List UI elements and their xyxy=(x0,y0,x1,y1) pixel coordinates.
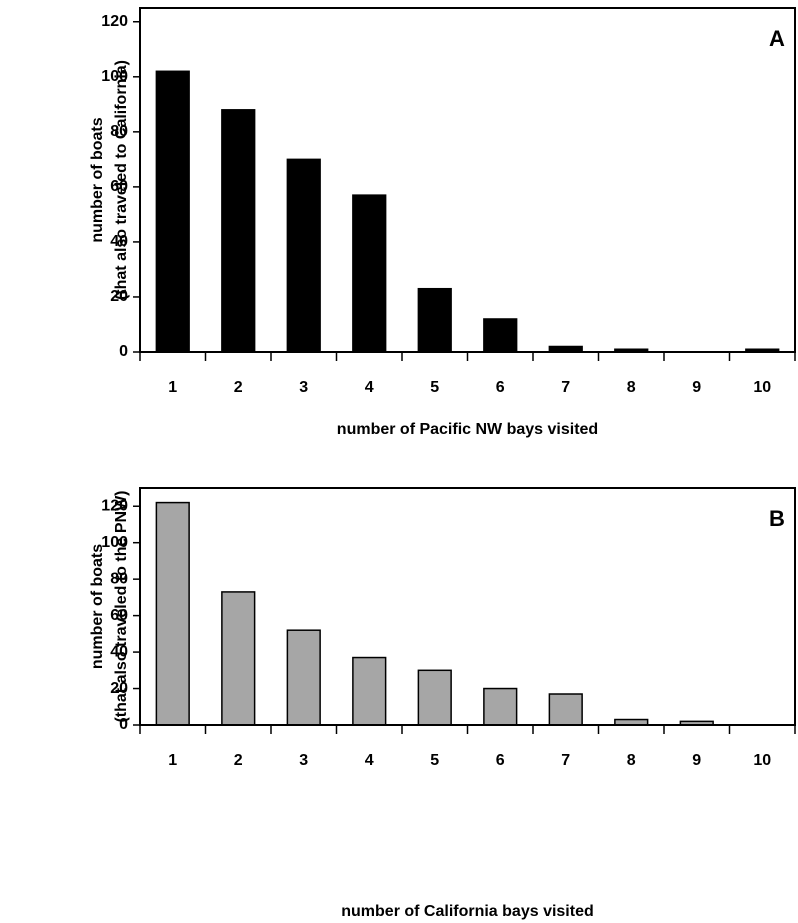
bar xyxy=(155,501,190,726)
x-tick-label: 2 xyxy=(234,379,243,396)
x-tick-label: 10 xyxy=(753,752,771,769)
y-axis-label: (that also traveled to the PNW) xyxy=(113,490,130,722)
y-tick-label: 100 xyxy=(101,68,128,85)
y-tick-label: 120 xyxy=(101,13,128,30)
x-tick-label: 5 xyxy=(430,752,439,769)
x-tick-label: 2 xyxy=(234,752,243,769)
x-tick-label: 3 xyxy=(299,752,308,769)
y-tick-label: 20 xyxy=(110,288,128,305)
bar xyxy=(155,70,190,353)
x-axis-label: number of Pacific NW bays visited xyxy=(337,421,598,438)
x-tick-label: 7 xyxy=(561,379,570,396)
plot-frame xyxy=(139,7,796,353)
bar xyxy=(417,669,452,726)
y-axis-label: (that also traveled to California) xyxy=(113,60,130,300)
y-tick-label: 0 xyxy=(119,716,128,733)
y-tick-label: 60 xyxy=(110,607,128,624)
x-tick-label: 7 xyxy=(561,752,570,769)
bar xyxy=(417,287,452,353)
y-tick-label: 100 xyxy=(101,534,128,551)
x-tick-label: 4 xyxy=(365,379,374,396)
y-tick-label: 120 xyxy=(101,497,128,514)
x-tick-label: 6 xyxy=(496,752,505,769)
bar xyxy=(286,629,321,726)
x-tick-label: 9 xyxy=(692,379,701,396)
panel-annotation: A xyxy=(769,26,785,51)
x-tick-label: 4 xyxy=(365,752,374,769)
x-tick-label: 1 xyxy=(168,752,177,769)
y-tick-label: 20 xyxy=(110,680,128,697)
x-tick-label: 6 xyxy=(496,379,505,396)
x-tick-label: 3 xyxy=(299,379,308,396)
bar xyxy=(286,158,321,353)
x-tick-label: 9 xyxy=(692,752,701,769)
bar xyxy=(221,591,256,726)
x-tick-label: 10 xyxy=(753,379,771,396)
x-tick-label: 1 xyxy=(168,379,177,396)
y-tick-label: 0 xyxy=(119,343,128,360)
x-tick-label: 8 xyxy=(627,752,636,769)
y-tick-label: 80 xyxy=(110,123,128,140)
y-tick-label: 40 xyxy=(110,643,128,660)
bar xyxy=(352,656,387,726)
panel-annotation: B xyxy=(769,506,785,531)
x-tick-label: 8 xyxy=(627,379,636,396)
x-tick-label: 5 xyxy=(430,379,439,396)
bar xyxy=(483,687,518,726)
bar xyxy=(548,693,583,726)
bar xyxy=(483,318,518,353)
y-axis-label: number of boats xyxy=(89,544,106,669)
y-axis-label: number of boats xyxy=(89,117,106,242)
y-tick-label: 40 xyxy=(110,233,128,250)
bar xyxy=(221,109,256,353)
y-tick-label: 80 xyxy=(110,570,128,587)
x-axis-label: number of California bays visited xyxy=(341,903,594,920)
bar xyxy=(352,194,387,353)
y-tick-label: 60 xyxy=(110,178,128,195)
plot-frame xyxy=(139,487,796,726)
